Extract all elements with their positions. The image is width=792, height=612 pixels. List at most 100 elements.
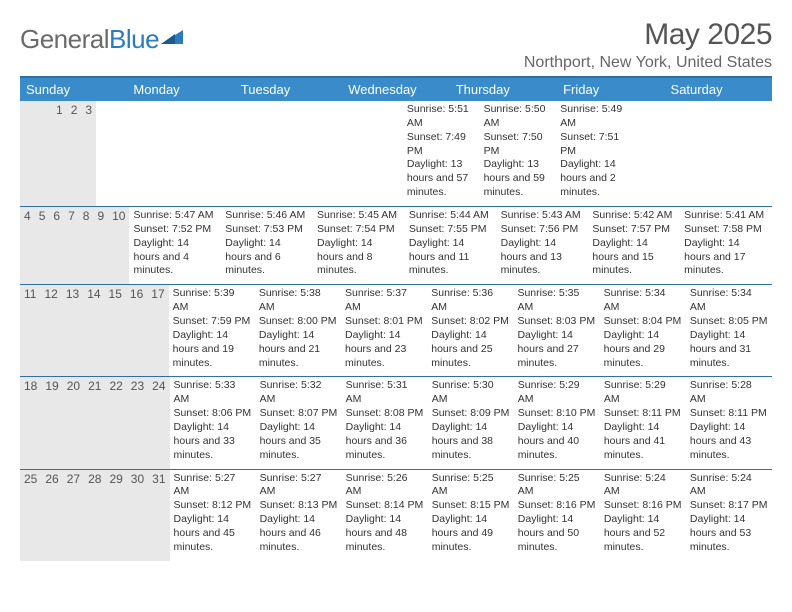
- day-info-line: Daylight: 14 hours and 27 minutes.: [517, 329, 595, 371]
- day-header-row: Sunday Monday Tuesday Wednesday Thursday…: [20, 78, 772, 101]
- calendar-page: GeneralBlue May 2025 Northport, New York…: [0, 0, 792, 561]
- day-number: 30: [127, 470, 148, 561]
- day-info-line: Sunrise: 5:24 AM: [604, 472, 682, 500]
- day-info-line: Daylight: 14 hours and 2 minutes.: [560, 158, 629, 200]
- day-info-line: Daylight: 14 hours and 15 minutes.: [592, 237, 676, 279]
- day-cell: Sunrise: 5:26 AMSunset: 8:14 PMDaylight:…: [342, 470, 428, 561]
- day-info-line: Sunrise: 5:24 AM: [690, 472, 768, 500]
- day-info-line: Daylight: 13 hours and 57 minutes.: [407, 158, 476, 200]
- day-cell: Sunrise: 5:25 AMSunset: 8:15 PMDaylight:…: [428, 470, 514, 561]
- day-info-line: Sunset: 8:05 PM: [690, 315, 768, 329]
- day-number: 1: [52, 101, 67, 206]
- day-info-line: Sunrise: 5:30 AM: [432, 379, 510, 407]
- day-cell-body: Sunrise: 5:41 AMSunset: 7:58 PMDaylight:…: [680, 207, 772, 284]
- day-cell: Sunrise: 5:44 AMSunset: 7:55 PMDaylight:…: [405, 207, 497, 284]
- day-header-sat: Saturday: [665, 78, 772, 101]
- day-info-line: Sunset: 8:06 PM: [174, 407, 252, 421]
- day-cell-body: Sunrise: 5:37 AMSunset: 8:01 PMDaylight:…: [341, 285, 427, 376]
- day-number: 19: [41, 377, 62, 468]
- day-info-line: Daylight: 14 hours and 49 minutes.: [432, 513, 510, 555]
- day-info-line: Sunrise: 5:27 AM: [260, 472, 338, 500]
- day-info-line: Daylight: 14 hours and 13 minutes.: [501, 237, 585, 279]
- day-cell: Sunrise: 5:33 AMSunset: 8:06 PMDaylight:…: [170, 377, 256, 468]
- day-cell-body: Sunrise: 5:31 AMSunset: 8:08 PMDaylight:…: [342, 377, 428, 468]
- day-info-line: Sunrise: 5:38 AM: [259, 287, 337, 315]
- day-info-line: Sunrise: 5:32 AM: [260, 379, 338, 407]
- day-info-line: Sunrise: 5:50 AM: [484, 103, 553, 131]
- day-number: 23: [127, 377, 148, 468]
- day-cell: Sunrise: 5:31 AMSunset: 8:08 PMDaylight:…: [342, 377, 428, 468]
- day-cell-body: [249, 101, 326, 163]
- day-number: 29: [105, 470, 126, 561]
- day-number: 4: [20, 207, 35, 284]
- week-row: 11121314151617Sunrise: 5:39 AMSunset: 7:…: [20, 285, 772, 377]
- day-info-line: Sunrise: 5:29 AM: [518, 379, 596, 407]
- day-number: 31: [148, 470, 169, 561]
- day-cell-body: Sunrise: 5:46 AMSunset: 7:53 PMDaylight:…: [221, 207, 313, 284]
- day-info-line: Sunset: 7:49 PM: [407, 131, 476, 159]
- day-cell: Sunrise: 5:39 AMSunset: 7:59 PMDaylight:…: [169, 285, 255, 376]
- day-info-line: Sunset: 8:01 PM: [345, 315, 423, 329]
- day-info-line: Sunrise: 5:51 AM: [407, 103, 476, 131]
- day-info-line: Sunrise: 5:36 AM: [431, 287, 509, 315]
- day-cell-body: [326, 101, 403, 163]
- day-number: 18: [20, 377, 41, 468]
- day-cell: Sunrise: 5:46 AMSunset: 7:53 PMDaylight:…: [221, 207, 313, 284]
- day-info-line: Daylight: 14 hours and 40 minutes.: [518, 421, 596, 463]
- day-header-wed: Wednesday: [342, 78, 449, 101]
- day-number-bar: 18192021222324: [20, 377, 170, 468]
- day-info-line: Sunrise: 5:42 AM: [592, 209, 676, 223]
- day-cell-body: Sunrise: 5:24 AMSunset: 8:16 PMDaylight:…: [600, 470, 686, 561]
- day-info-line: Daylight: 14 hours and 29 minutes.: [604, 329, 682, 371]
- day-number: 6: [49, 207, 64, 284]
- day-cell: Sunrise: 5:38 AMSunset: 8:00 PMDaylight:…: [255, 285, 341, 376]
- day-info-line: Daylight: 14 hours and 23 minutes.: [345, 329, 423, 371]
- day-info-line: Daylight: 14 hours and 50 minutes.: [518, 513, 596, 555]
- day-info-line: Sunrise: 5:39 AM: [173, 287, 251, 315]
- day-info-line: Sunset: 7:55 PM: [409, 223, 493, 237]
- day-info-line: Sunrise: 5:37 AM: [345, 287, 423, 315]
- day-cell-body: [96, 101, 173, 163]
- logo-triangle-icon: [161, 28, 183, 44]
- day-body-bar: Sunrise: 5:27 AMSunset: 8:12 PMDaylight:…: [170, 470, 772, 561]
- week-row: 123Sunrise: 5:51 AMSunset: 7:49 PMDaylig…: [20, 101, 772, 207]
- day-cell-body: Sunrise: 5:29 AMSunset: 8:10 PMDaylight:…: [514, 377, 600, 468]
- day-info-line: Daylight: 13 hours and 59 minutes.: [484, 158, 553, 200]
- day-info-line: Sunrise: 5:27 AM: [174, 472, 252, 500]
- day-info-line: Sunrise: 5:49 AM: [560, 103, 629, 131]
- day-info-line: Daylight: 14 hours and 41 minutes.: [604, 421, 682, 463]
- day-cell-body: Sunrise: 5:29 AMSunset: 8:11 PMDaylight:…: [600, 377, 686, 468]
- day-header-tue: Tuesday: [235, 78, 342, 101]
- day-info-line: Sunrise: 5:34 AM: [604, 287, 682, 315]
- day-info-line: Sunrise: 5:29 AM: [604, 379, 682, 407]
- day-cell: Sunrise: 5:25 AMSunset: 8:16 PMDaylight:…: [514, 470, 600, 561]
- day-info-line: Sunset: 8:11 PM: [690, 407, 768, 421]
- location-text: Northport, New York, United States: [524, 54, 772, 72]
- day-cell-body: Sunrise: 5:28 AMSunset: 8:11 PMDaylight:…: [686, 377, 772, 468]
- day-body-bar: Sunrise: 5:51 AMSunset: 7:49 PMDaylight:…: [96, 101, 633, 206]
- day-number: 11: [20, 285, 40, 376]
- day-info-line: Sunset: 8:17 PM: [690, 499, 768, 513]
- day-cell-body: Sunrise: 5:39 AMSunset: 7:59 PMDaylight:…: [169, 285, 255, 376]
- day-info-line: Sunset: 8:14 PM: [346, 499, 424, 513]
- day-cell-body: Sunrise: 5:34 AMSunset: 8:04 PMDaylight:…: [600, 285, 686, 376]
- day-number: 16: [126, 285, 147, 376]
- day-info-line: Sunrise: 5:35 AM: [517, 287, 595, 315]
- day-header-sun: Sunday: [20, 78, 127, 101]
- day-cell: Sunrise: 5:29 AMSunset: 8:10 PMDaylight:…: [514, 377, 600, 468]
- day-body-bar: Sunrise: 5:33 AMSunset: 8:06 PMDaylight:…: [170, 377, 772, 468]
- calendar-grid: Sunday Monday Tuesday Wednesday Thursday…: [20, 76, 772, 561]
- day-cell-body: Sunrise: 5:24 AMSunset: 8:17 PMDaylight:…: [686, 470, 772, 561]
- day-cell-body: Sunrise: 5:49 AMSunset: 7:51 PMDaylight:…: [556, 101, 633, 206]
- day-cell: [173, 101, 250, 206]
- day-cell: Sunrise: 5:32 AMSunset: 8:07 PMDaylight:…: [256, 377, 342, 468]
- day-cell-body: Sunrise: 5:38 AMSunset: 8:00 PMDaylight:…: [255, 285, 341, 376]
- day-info-line: Daylight: 14 hours and 25 minutes.: [431, 329, 509, 371]
- day-cell: Sunrise: 5:42 AMSunset: 7:57 PMDaylight:…: [588, 207, 680, 284]
- day-number: 20: [63, 377, 84, 468]
- day-info-line: Sunrise: 5:31 AM: [346, 379, 424, 407]
- day-cell: Sunrise: 5:34 AMSunset: 8:04 PMDaylight:…: [600, 285, 686, 376]
- day-info-line: Daylight: 14 hours and 38 minutes.: [432, 421, 510, 463]
- day-cell-body: Sunrise: 5:51 AMSunset: 7:49 PMDaylight:…: [403, 101, 480, 206]
- day-info-line: Sunrise: 5:25 AM: [518, 472, 596, 500]
